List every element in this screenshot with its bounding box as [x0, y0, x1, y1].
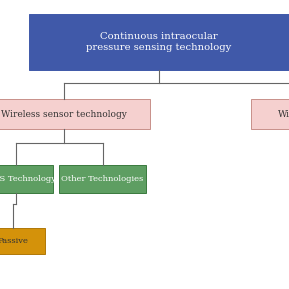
FancyBboxPatch shape [0, 165, 53, 193]
FancyBboxPatch shape [29, 14, 289, 70]
Text: Continuous intraocular
pressure sensing technology: Continuous intraocular pressure sensing … [86, 32, 231, 52]
Text: Other Technologies: Other Technologies [62, 175, 144, 183]
FancyBboxPatch shape [251, 99, 289, 129]
FancyBboxPatch shape [0, 99, 150, 129]
Text: MEMS Technology: MEMS Technology [0, 175, 56, 183]
Text: Passive: Passive [0, 237, 28, 245]
FancyBboxPatch shape [59, 165, 146, 193]
Text: Wireless sensor technology: Wireless sensor technology [1, 110, 127, 119]
FancyBboxPatch shape [0, 228, 45, 254]
Text: Wired: Wired [278, 110, 289, 119]
